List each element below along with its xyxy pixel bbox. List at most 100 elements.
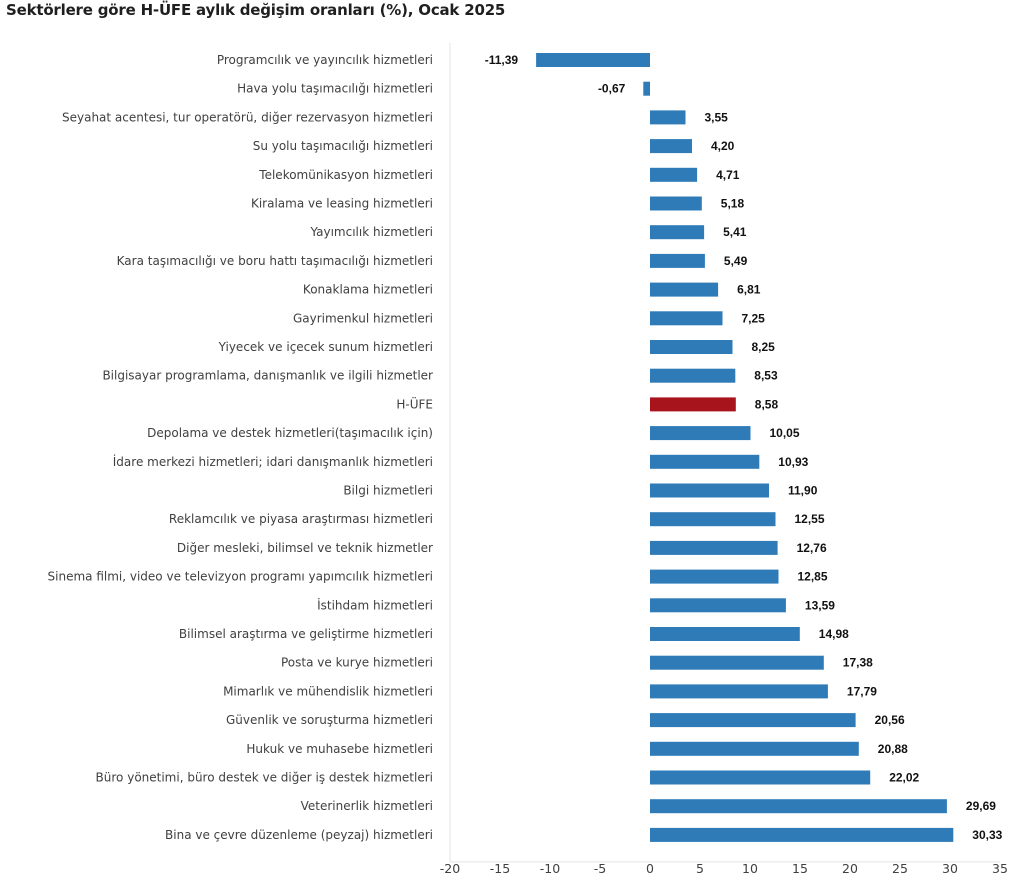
category-label: Bina ve çevre düzenleme (peyzaj) hizmetl…	[165, 828, 433, 842]
chart-title: Sektörlere göre H-ÜFE aylık değişim oran…	[6, 1, 506, 19]
bar	[643, 81, 650, 96]
data-label: 5,18	[721, 197, 745, 211]
bar	[650, 598, 786, 613]
x-tick-label: -20	[440, 861, 460, 876]
data-label: 17,38	[843, 656, 873, 670]
data-label: 10,93	[778, 455, 808, 469]
category-label: H-ÜFE	[396, 395, 433, 411]
bar	[650, 569, 779, 584]
data-label: 4,71	[716, 168, 740, 182]
category-label: Büro yönetimi, büro destek ve diğer iş d…	[96, 771, 433, 785]
data-label: 8,25	[752, 340, 776, 354]
x-tick-labels: -20 -15 -10 -5 0 5 10 15 20 25 30 35	[440, 861, 1008, 876]
data-label: 11,90	[788, 484, 818, 498]
data-label: 13,59	[805, 598, 835, 612]
x-tick-label: 35	[992, 861, 1008, 876]
category-label: Konaklama hizmetleri	[303, 283, 433, 297]
data-label: -0,67	[598, 82, 626, 96]
x-tick-label: 30	[942, 861, 958, 876]
bar	[536, 53, 650, 67]
data-label: 29,69	[966, 799, 996, 813]
bar	[650, 770, 871, 785]
data-label: 5,41	[723, 225, 747, 239]
bar	[650, 196, 702, 211]
bar	[650, 368, 736, 383]
bar-highlight	[650, 397, 736, 412]
data-label: 22,02	[889, 771, 919, 785]
bar	[650, 627, 800, 641]
data-label: 17,79	[847, 684, 877, 698]
axes	[449, 43, 1000, 863]
category-label: Posta ve kurye hizmetleri	[281, 656, 433, 670]
category-label: Yiyecek ve içecek sunum hizmetleri	[218, 340, 433, 354]
bar	[650, 253, 705, 268]
bar	[650, 282, 719, 297]
x-tick-label: -10	[540, 861, 560, 876]
bar	[650, 225, 705, 240]
data-label: 8,53	[754, 369, 778, 383]
data-label: 30,33	[972, 828, 1002, 842]
category-label: Diğer mesleki, bilimsel ve teknik hizmet…	[177, 541, 433, 555]
x-tick-label: 5	[696, 861, 704, 876]
bar	[650, 139, 692, 154]
category-label: İdare merkezi hizmetleri; idari danışman…	[113, 454, 433, 469]
data-label: 3,55	[705, 110, 729, 124]
category-label: Veterinerlik hizmetleri	[301, 799, 433, 813]
category-label: Bilgi hizmetleri	[343, 484, 433, 498]
bars	[536, 53, 954, 842]
x-tick-label: 0	[646, 861, 654, 876]
data-label: 12,76	[797, 541, 827, 555]
category-label: Kara taşımacılığı ve boru hattı taşımacı…	[117, 254, 433, 268]
x-tick-label: 20	[842, 861, 858, 876]
bar	[650, 684, 828, 699]
bar	[650, 655, 824, 670]
bar	[650, 512, 776, 527]
category-label: Seyahat acentesi, tur operatörü, diğer r…	[62, 110, 433, 124]
data-label: 8,58	[755, 397, 779, 411]
bar	[650, 540, 778, 555]
category-labels: Programcılık ve yayıncılık hizmetleri Hav…	[48, 53, 434, 842]
x-tick-label: -15	[490, 861, 510, 876]
category-label: Bilimsel araştırma ve geliştirme hizmetl…	[179, 627, 433, 641]
category-label: Gayrimenkul hizmetleri	[293, 311, 433, 325]
bar	[650, 483, 769, 498]
category-label: Kiralama ve leasing hizmetleri	[251, 197, 433, 211]
data-label: 6,81	[737, 283, 761, 297]
bar	[650, 741, 859, 756]
category-label: Programcılık ve yayıncılık hizmetleri	[217, 53, 433, 67]
data-label: 10,05	[770, 426, 800, 440]
value-labels: -11,39 -0,67 3,55 4,20 4,71 5,18 5,41 5,49 6,81 7…	[485, 53, 1003, 842]
bar	[650, 713, 856, 728]
x-tick-label: 25	[892, 861, 908, 876]
category-label: Su yolu taşımacılığı hizmetleri	[253, 139, 433, 153]
bar	[650, 110, 686, 125]
x-tick-label: 15	[792, 861, 808, 876]
bar	[650, 799, 947, 814]
bar	[650, 454, 760, 469]
data-label: -11,39	[485, 53, 519, 67]
data-label: 12,85	[798, 570, 828, 584]
bar	[650, 426, 751, 441]
category-label: Bilgisayar programlama, danışmanlık ve i…	[102, 369, 433, 383]
data-label: 5,49	[724, 254, 748, 268]
data-label: 7,25	[742, 311, 766, 325]
category-label: Hava yolu taşımacılığı hizmetleri	[237, 82, 433, 96]
category-label: İstihdam hizmetleri	[317, 597, 433, 612]
category-label: Reklamcılık ve piyasa araştırması hizmet…	[169, 512, 433, 526]
bar	[650, 827, 954, 842]
category-label: Mimarlık ve mühendislik hizmetleri	[223, 684, 433, 698]
data-label: 20,56	[875, 713, 905, 727]
category-label: Yayımcılık hizmetleri	[309, 225, 433, 239]
data-label: 12,55	[795, 512, 825, 526]
data-label: 4,20	[711, 139, 735, 153]
bar	[650, 311, 723, 326]
category-label: Sinema filmi, video ve televizyon progra…	[48, 570, 433, 584]
category-label: Telekomünikasyon hizmetleri	[258, 168, 433, 182]
data-label: 20,88	[878, 742, 908, 756]
category-label: Güvenlik ve soruşturma hizmetleri	[226, 713, 433, 727]
x-tick-label: 10	[742, 861, 758, 876]
category-label: Depolama ve destek hizmetleri(taşımacılı…	[147, 426, 433, 440]
data-label: 14,98	[819, 627, 849, 641]
bar	[650, 340, 733, 354]
